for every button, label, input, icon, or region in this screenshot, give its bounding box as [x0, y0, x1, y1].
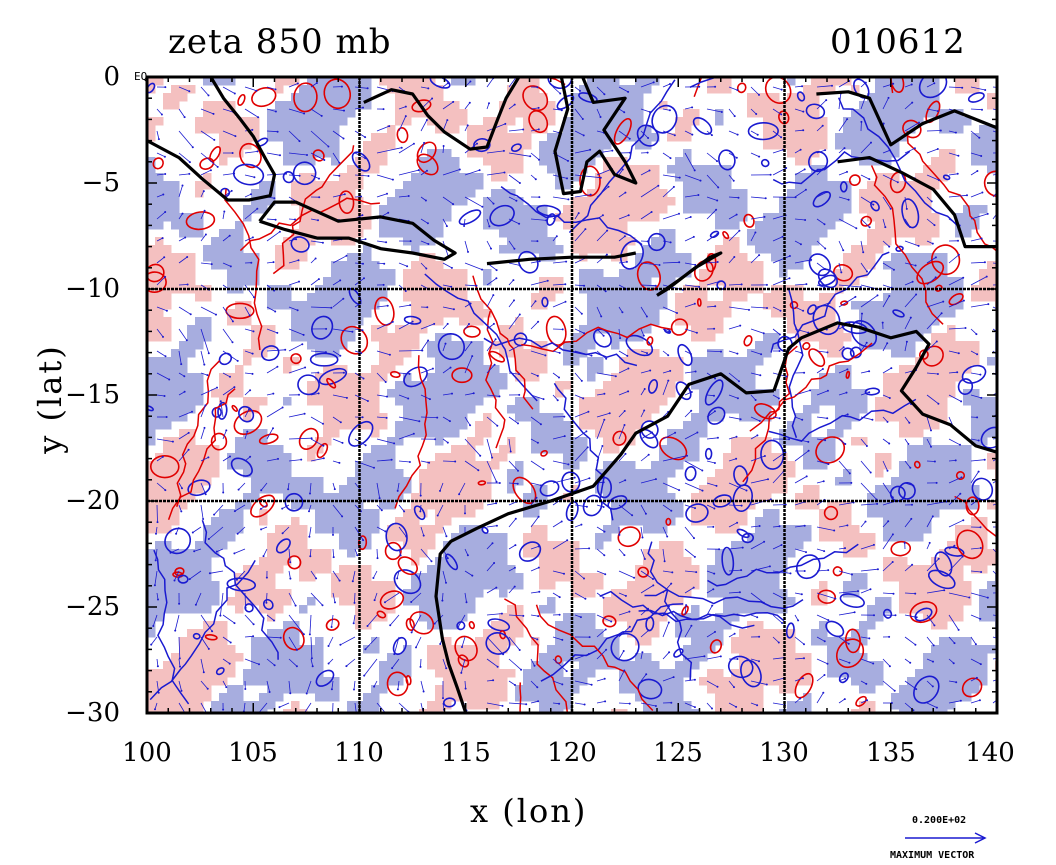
coastline-segment	[553, 77, 638, 196]
x-axis-label: x (lon)	[470, 792, 588, 830]
x-tick-label: 140	[965, 738, 1015, 768]
coastlines	[147, 77, 997, 713]
y-tick-label: −30	[65, 698, 120, 728]
x-tick-label: 120	[547, 738, 597, 768]
axis-ticks	[146, 76, 998, 714]
x-tick-label: 130	[759, 738, 809, 768]
x-tick-label: 135	[866, 738, 916, 768]
y-tick-label: −5	[81, 168, 120, 198]
legend-vector-value: 0.200E+02	[912, 815, 967, 826]
y-tick-label: −20	[65, 486, 120, 516]
vorticity-field	[147, 77, 997, 713]
x-tick-label: 100	[122, 738, 172, 768]
coastline-segment	[363, 77, 521, 151]
coastline-segment	[258, 200, 457, 261]
y-tick-label: 0	[103, 62, 120, 92]
legend-vector-arrow	[905, 832, 987, 844]
wind-vectors	[150, 77, 997, 713]
x-tick-label: 115	[441, 738, 491, 768]
y-axis-label: y (lat)	[31, 344, 69, 454]
chart-title: zeta 850 mb	[168, 22, 392, 62]
x-tick-label: 125	[653, 738, 703, 768]
x-tick-label: 110	[334, 738, 384, 768]
y-tick-label: −10	[65, 274, 120, 304]
legend-vector-label: MAXIMUM VECTOR	[890, 850, 975, 861]
coastline-segment	[837, 156, 997, 249]
coastline-segment	[434, 372, 775, 713]
grid-lines	[147, 77, 997, 713]
chart-date: 010612	[830, 22, 966, 62]
x-tick-label: 105	[228, 738, 278, 768]
coastline-segment	[816, 90, 997, 147]
y-tick-label: −15	[65, 380, 120, 410]
y-tick-label: −25	[65, 592, 120, 622]
coastline-segment	[772, 321, 997, 454]
equator-label: EQ	[134, 70, 148, 83]
coastline-segment	[147, 77, 277, 202]
